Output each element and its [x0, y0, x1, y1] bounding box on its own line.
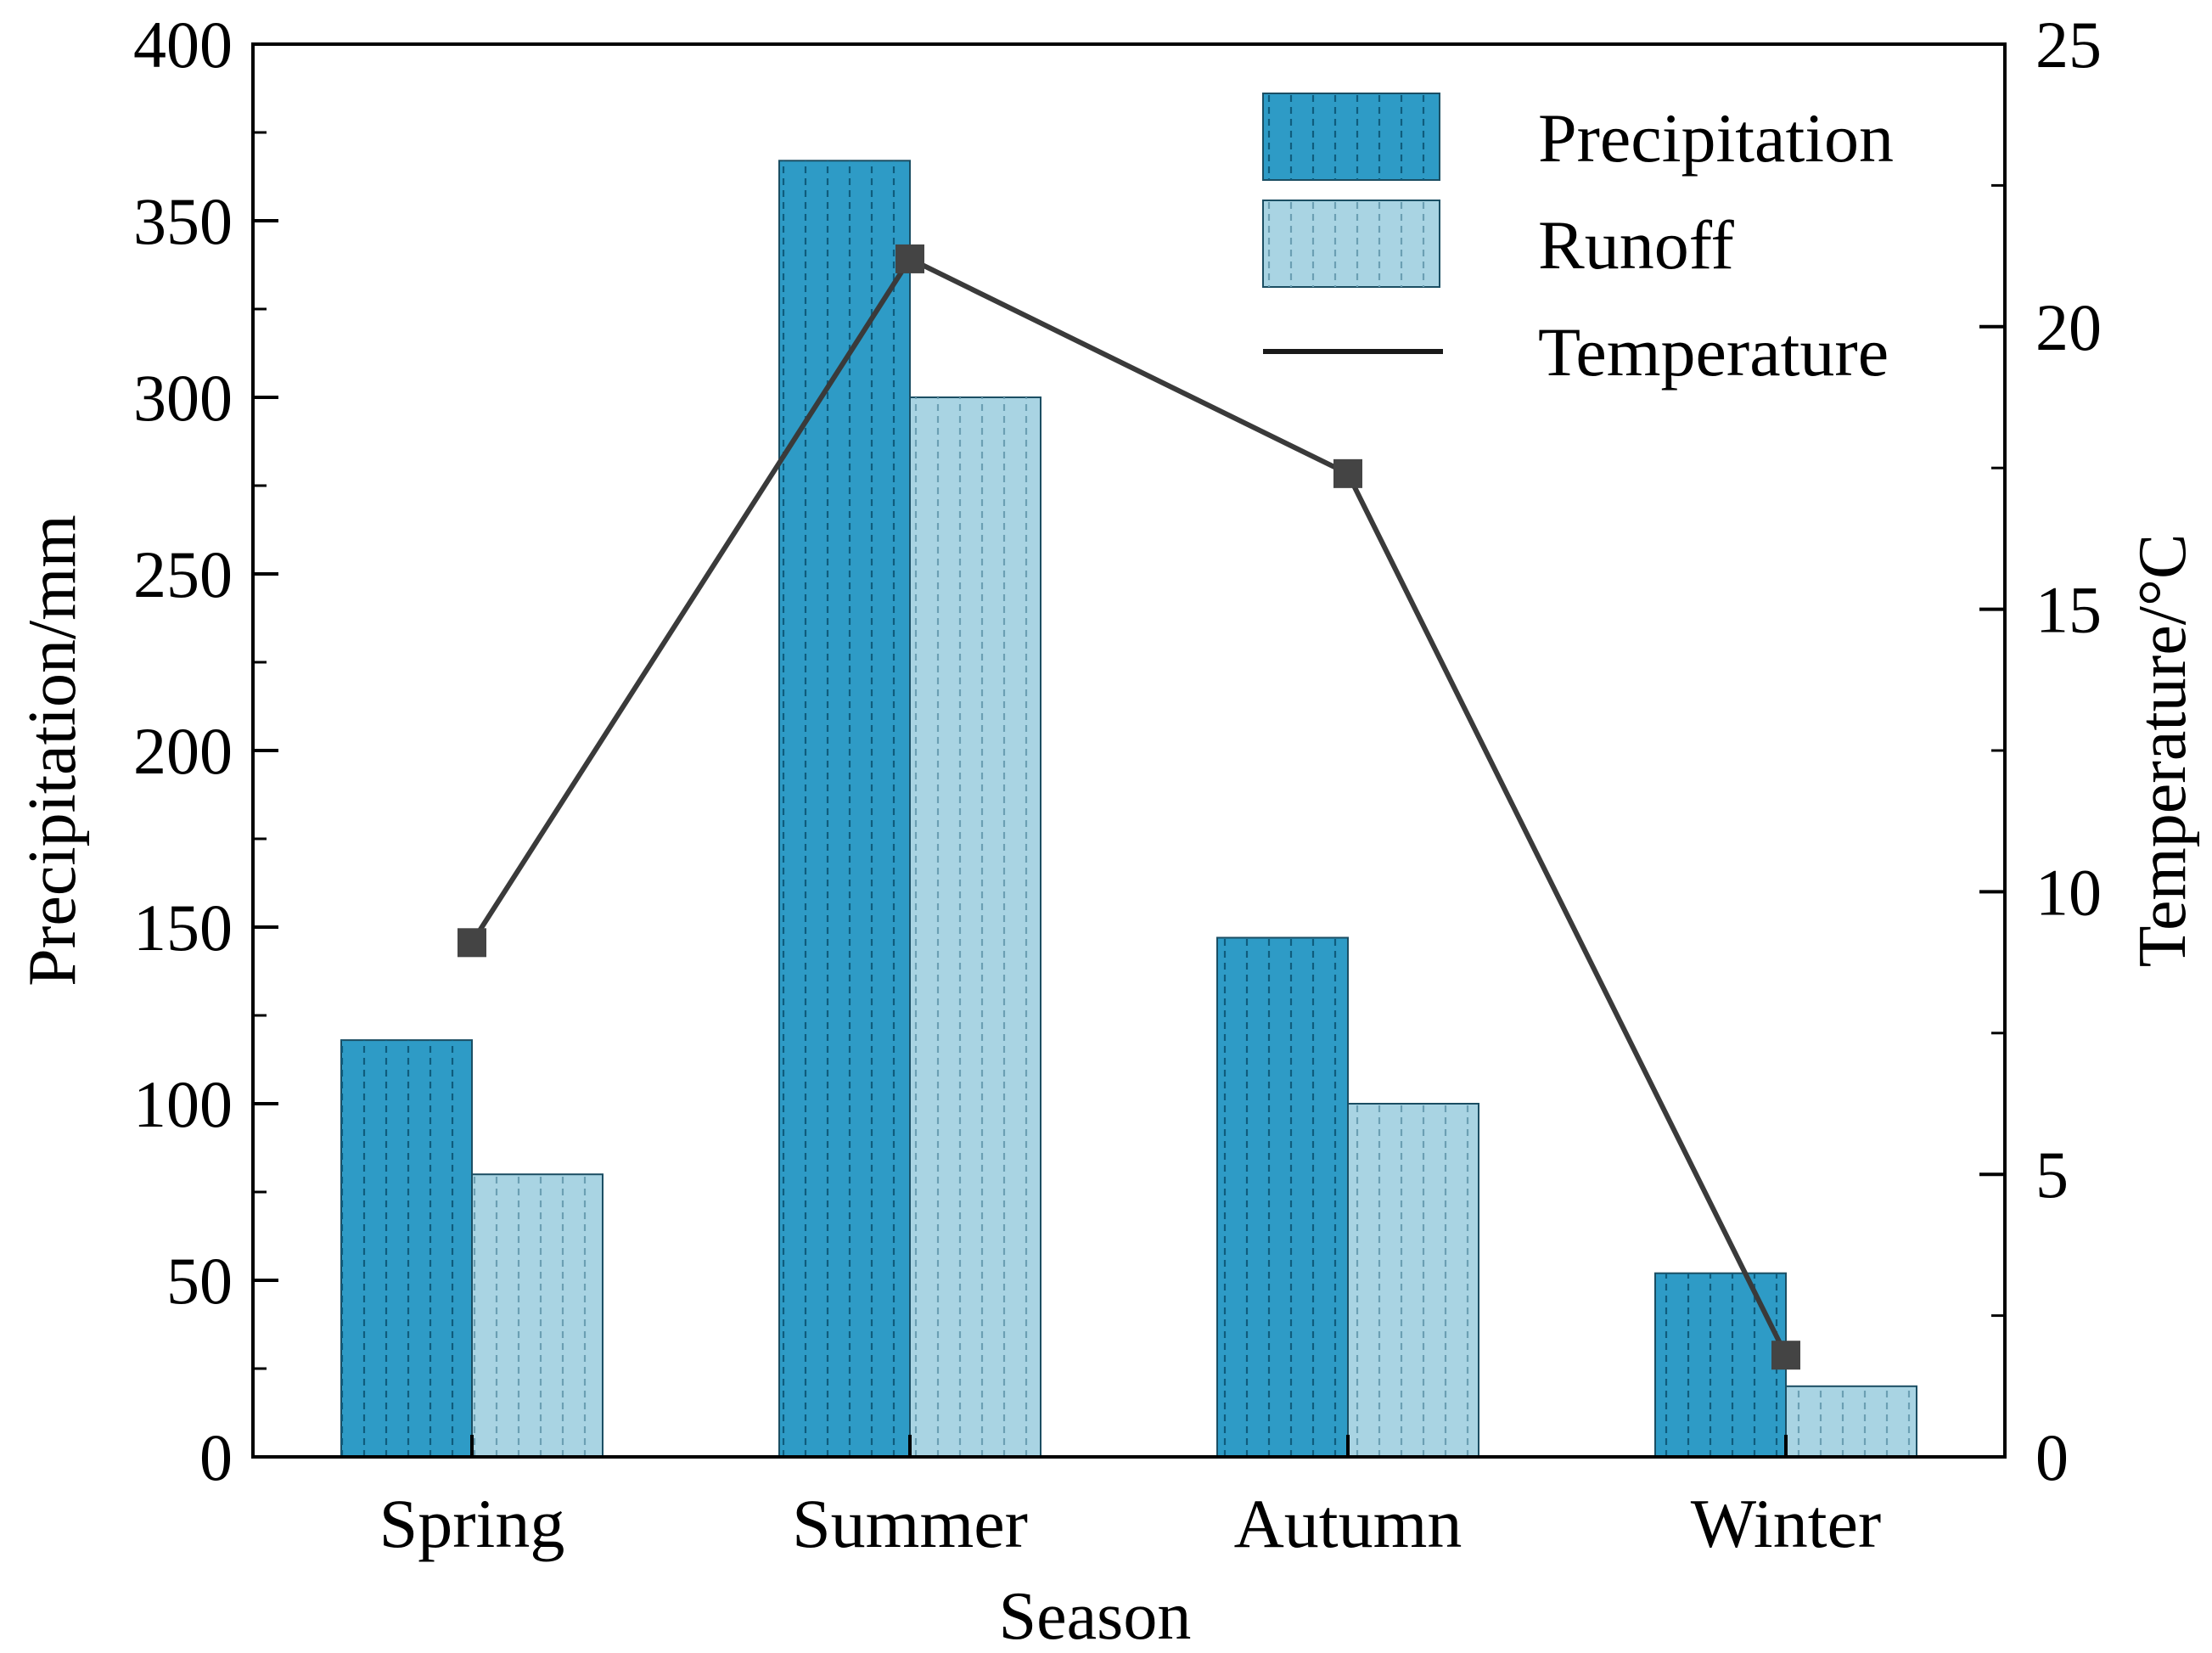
- y2-axis-title: Temperature/°C: [2125, 534, 2200, 968]
- right-axis: 0 5 10 15 20 25: [1979, 8, 2102, 1494]
- legend-swatch-runoff-hatch: [1263, 200, 1440, 287]
- bars-layer: [340, 160, 1917, 1459]
- left-tick-label: 200: [133, 714, 233, 788]
- left-tick-label: 50: [166, 1244, 233, 1318]
- bar-hatch-precipitation: [779, 160, 910, 1457]
- bar-hatch-runoff: [472, 1174, 603, 1457]
- category-label: Spring: [379, 1485, 565, 1562]
- legend-label-runoff: Runoff: [1538, 206, 1735, 284]
- temperature-line-layer: [458, 244, 1800, 1370]
- category-label: Winter: [1691, 1485, 1881, 1562]
- left-tick-label: 350: [133, 184, 233, 258]
- temperature-marker: [458, 928, 486, 958]
- category-label: Autumn: [1234, 1485, 1463, 1562]
- bar-hatch-precipitation: [1217, 937, 1348, 1457]
- left-tick-label: 300: [133, 361, 233, 435]
- left-tick-label: 250: [133, 537, 233, 611]
- right-tick-label: 0: [2035, 1420, 2069, 1494]
- legend-label-precipitation: Precipitation: [1538, 99, 1894, 177]
- bar-hatch-runoff: [910, 397, 1041, 1457]
- right-tick-label: 15: [2035, 573, 2102, 647]
- right-tick-label: 10: [2035, 855, 2102, 929]
- left-tick-label: 400: [133, 8, 233, 82]
- left-tick-label: 0: [199, 1420, 233, 1494]
- x-axis-title: Season: [999, 1579, 1192, 1653]
- bar-hatch-runoff: [1786, 1386, 1917, 1457]
- temperature-marker: [895, 244, 924, 273]
- left-axis: 0 50 100 150 200 250 300 350 400: [133, 8, 278, 1494]
- x-axis: Spring Summer Autumn Winter: [379, 1435, 1881, 1562]
- bar-hatch-precipitation: [1655, 1273, 1786, 1457]
- legend: Precipitation Runoff Temperature: [1262, 93, 1894, 391]
- temperature-marker: [1333, 458, 1362, 488]
- bar-hatch-precipitation: [341, 1040, 472, 1457]
- category-label: Summer: [792, 1485, 1028, 1562]
- temperature-line: [469, 256, 1788, 1357]
- left-tick-label: 150: [133, 891, 233, 964]
- legend-swatch-precipitation-hatch: [1263, 93, 1440, 180]
- bar-hatch-runoff: [1348, 1104, 1479, 1457]
- left-tick-label: 100: [133, 1067, 233, 1141]
- right-tick-label: 25: [2035, 8, 2102, 82]
- legend-label-temperature: Temperature: [1538, 313, 1889, 391]
- temperature-marker: [1771, 1341, 1800, 1370]
- right-tick-label: 20: [2035, 290, 2102, 364]
- y-axis-title: Precipitation/mm: [15, 514, 90, 986]
- right-tick-label: 5: [2035, 1138, 2069, 1212]
